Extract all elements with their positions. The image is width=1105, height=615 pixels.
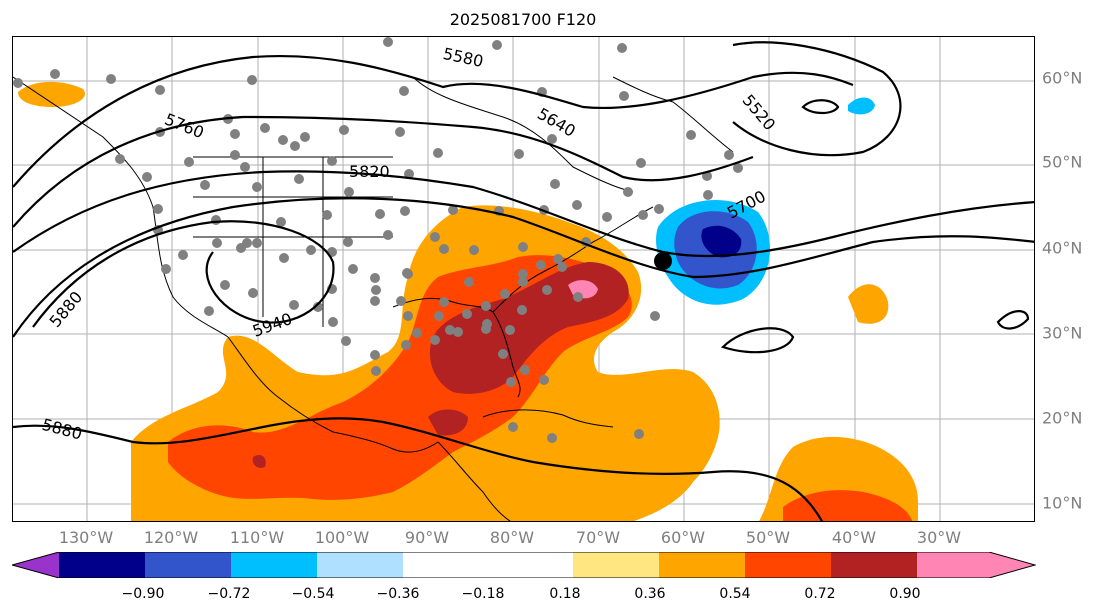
colorbar-tick-label: −0.54 [291,586,335,602]
colorbar-segment [917,552,989,578]
height-contours [13,41,1034,521]
colorbar-tick-label: 0.90 [889,586,921,602]
lat-label: 50°N [1042,152,1083,172]
contour-label: 5640 [534,104,579,141]
colorbar-tick-label: 0.36 [634,586,666,602]
colorbar-tick-label: −0.18 [461,586,505,602]
colorbar-segment [573,552,659,578]
contour-label: 5760 [162,109,207,142]
lon-label: 80°W [489,528,535,547]
colorbar-segment [659,552,745,578]
lon-label: 90°W [404,528,450,547]
colorbar-segment [989,552,1035,578]
lon-label: 50°W [745,528,791,547]
contour-label: 5520 [739,91,780,134]
anomaly-negative [656,97,875,305]
lat-label: 40°N [1042,238,1083,258]
colorbar-segment [12,552,59,578]
lon-label: 120°W [143,528,199,547]
colorbar-segment [59,552,145,578]
lon-label: 40°W [831,528,877,547]
low-center-marker [654,252,672,270]
colorbar-tick-label: −0.90 [121,586,165,602]
contour-label: 5940 [250,309,295,341]
colorbar-tick-label: 0.54 [719,586,751,602]
lat-label: 60°N [1042,68,1083,88]
colorbar [12,552,1036,578]
colorbar-segment [403,552,573,578]
colorbar-tick-label: −0.72 [207,586,251,602]
lat-label: 20°N [1042,408,1083,428]
station-dots [13,37,743,443]
colorbar-segment [231,552,317,578]
colorbar-segment [317,552,403,578]
contour-label: 5820 [349,162,390,181]
lon-label: 130°W [58,528,114,547]
lat-label: 10°N [1042,493,1083,513]
lon-label: 100°W [314,528,370,547]
map-canvas: 5580 5640 5520 5760 5820 5700 5880 5940 … [13,37,1034,521]
contour-label: 5880 [46,288,87,331]
lon-label: 30°W [916,528,962,547]
colorbar-tick-label: 0.72 [804,586,836,602]
lon-label: 60°W [660,528,706,547]
coastlines [13,76,734,521]
map-panel: 5580 5640 5520 5760 5820 5700 5880 5940 … [12,36,1035,522]
map-title: 2025081700 F120 [449,10,597,29]
colorbar-tick-label: −0.36 [376,586,420,602]
colorbar-segment [831,552,917,578]
colorbar-segment [145,552,231,578]
lat-label: 30°N [1042,323,1083,343]
lon-label: 70°W [575,528,621,547]
colorbar-segment [745,552,831,578]
lon-label: 110°W [229,528,285,547]
colorbar-tick-label: 0.18 [549,586,581,602]
